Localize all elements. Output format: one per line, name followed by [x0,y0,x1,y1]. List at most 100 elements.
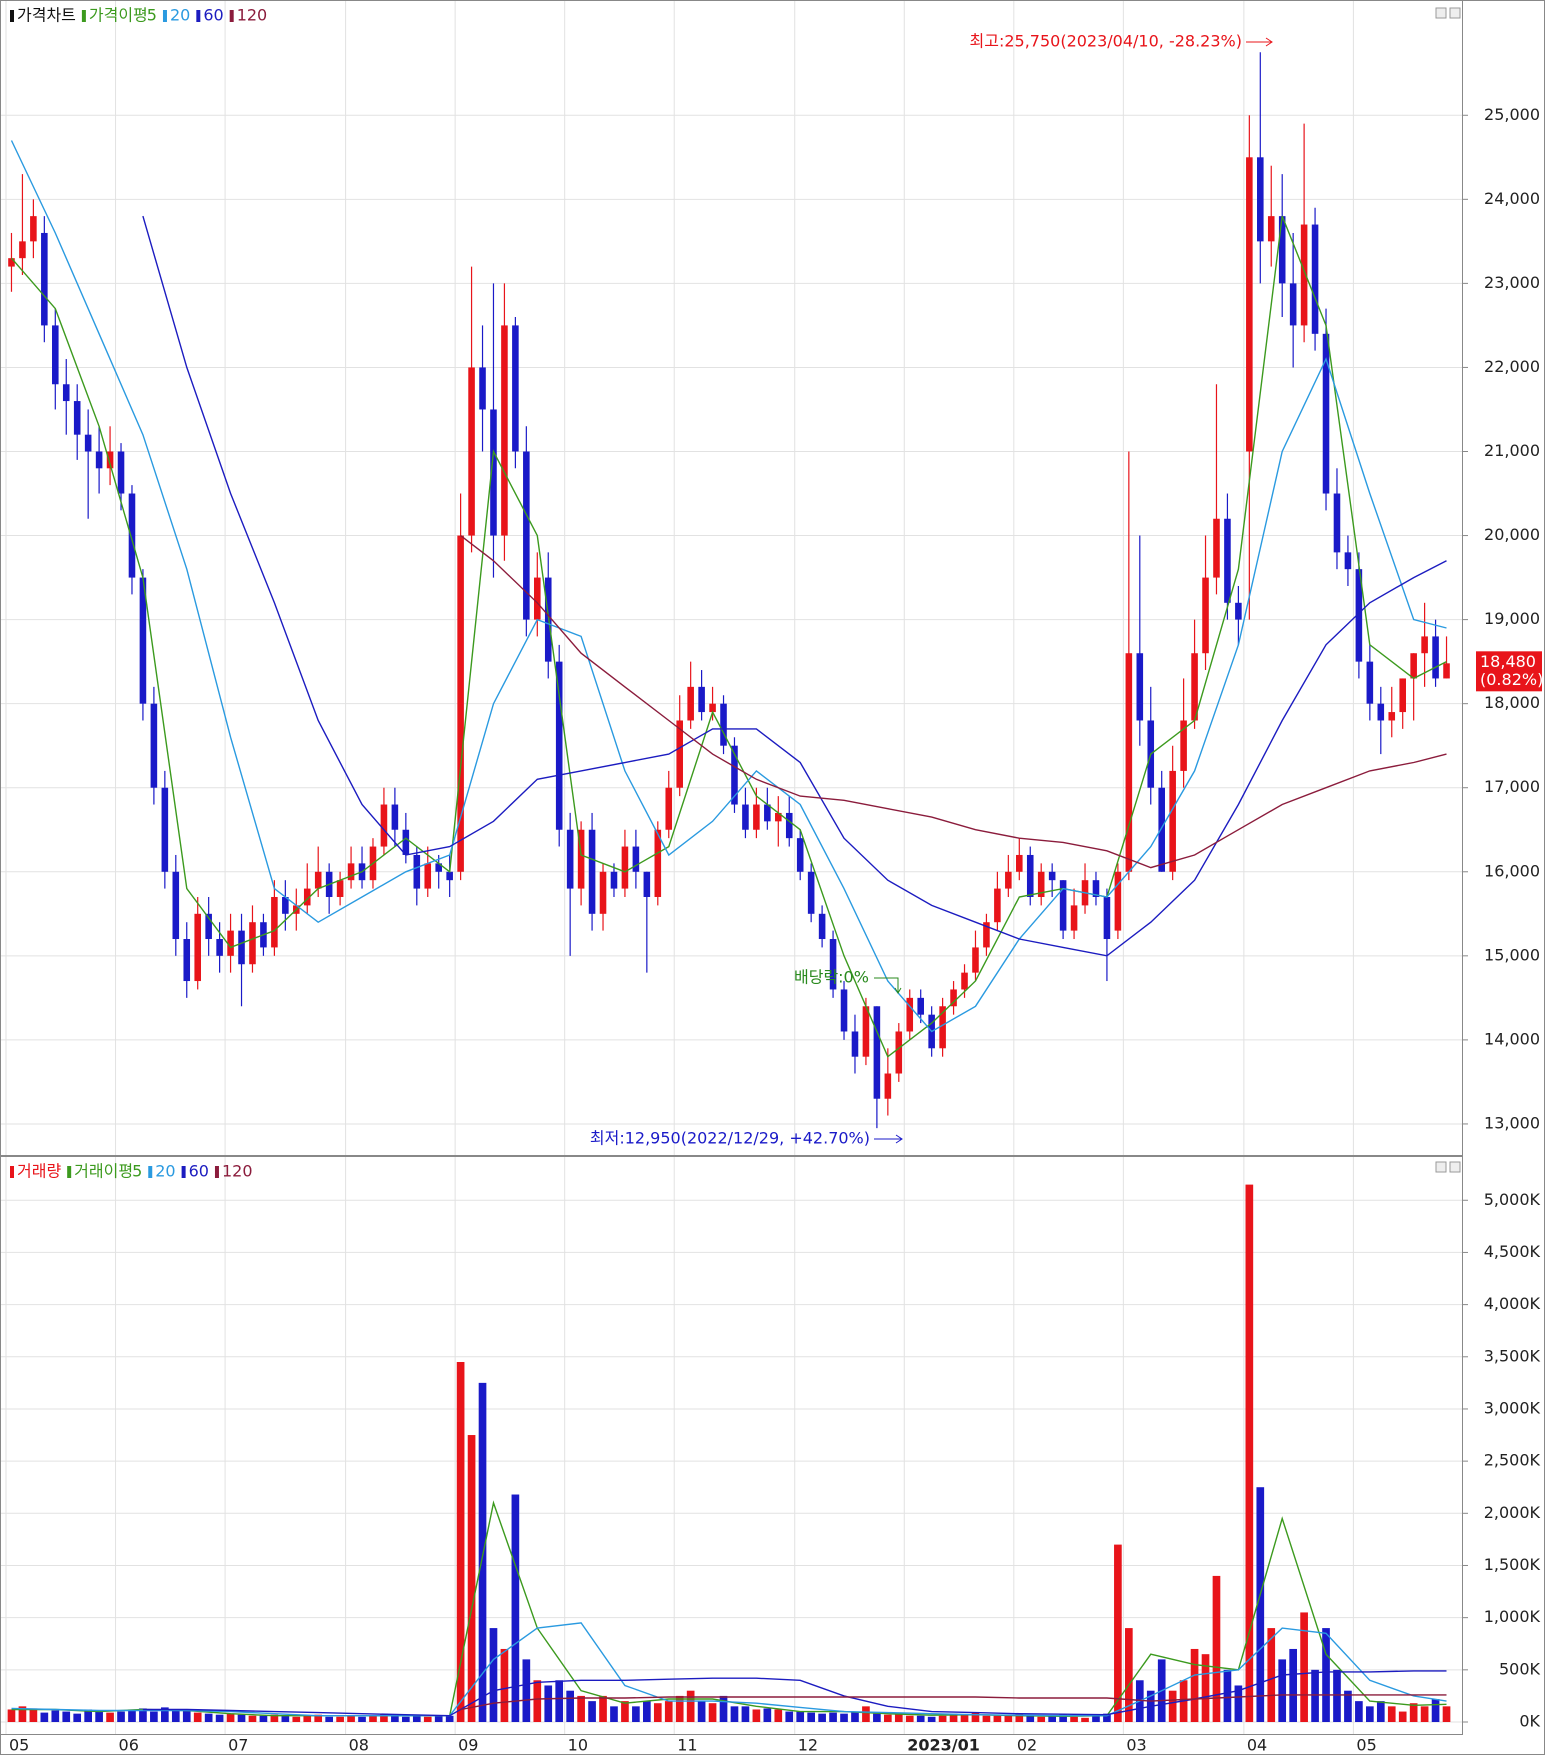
candle-body [512,325,519,452]
volume-bar [697,1701,706,1722]
candle-body [1016,854,1023,872]
legend-label[interactable]: 거래량 [17,1162,61,1181]
legend-label[interactable]: 5 [147,6,157,25]
legend-swatch[interactable] [67,1166,72,1178]
candle-body [468,367,475,536]
volume-bar [1234,1685,1243,1722]
x-tick-label: 08 [349,1736,369,1755]
legend-label[interactable]: 20 [170,6,190,25]
candle-body [457,535,464,872]
candle-body [30,216,37,242]
candle-body [84,434,92,452]
candle-body [117,451,125,494]
volume-bar [1245,1184,1254,1722]
volume-bar [226,1713,235,1722]
candle-body [1169,770,1176,872]
legend-swatch[interactable] [196,10,201,22]
volume-bar [1376,1701,1385,1722]
y-tick-label: 15,000 [1484,945,1540,964]
legend-label[interactable]: 가격이평 [89,6,148,25]
volume-bar [916,1715,925,1722]
candle-body [1136,653,1144,721]
candle-body [1432,636,1439,679]
legend-label[interactable]: 120 [222,1162,253,1181]
candle-body [52,325,59,385]
moving-average [142,215,1447,957]
candle-body [555,661,563,830]
candle-body [1421,636,1428,654]
candle-body [172,871,180,940]
x-tick-label: 02 [1017,1736,1037,1755]
volume-bar [380,1713,388,1722]
volume-bar [215,1714,224,1722]
volume-bar [566,1690,574,1722]
volume-bar [193,1712,202,1722]
volume-bar [347,1715,355,1722]
legend-label[interactable]: 60 [189,1162,209,1181]
candle-body [632,846,640,872]
volume-bar [763,1708,772,1722]
candle-body [1213,518,1220,578]
candle-body [698,686,705,713]
x-tick-label: 2023/01 [907,1736,980,1755]
volume-bar [621,1701,629,1722]
legend-swatch[interactable] [162,10,167,22]
legend-swatch[interactable] [229,10,234,22]
volume-bar [829,1712,837,1722]
legend-swatch[interactable] [10,10,14,22]
candle-body [479,367,486,410]
legend-label[interactable]: 가격차트 [17,6,76,25]
candle-body [336,880,344,897]
volume-bar [358,1716,366,1722]
volume-bar [785,1711,794,1722]
candle-body [972,947,979,973]
volume-bar [533,1680,542,1722]
y-tick-label: 3,500K [1484,1346,1541,1365]
candle-body [1180,720,1187,771]
legend-swatch[interactable] [181,1166,186,1178]
volume-bar [1409,1703,1418,1722]
moving-average [460,535,1447,869]
candle-body [1125,653,1133,872]
candle-body [238,930,245,965]
volume-bar [456,1362,465,1722]
candle-body [490,409,497,536]
y-tick-label: 14,000 [1484,1029,1540,1048]
volume-bar [971,1712,980,1722]
y-tick-label: 24,000 [1484,189,1540,208]
legend-swatch[interactable] [214,1166,219,1178]
legend-label[interactable]: 20 [155,1162,175,1181]
legend-swatch[interactable] [81,10,86,22]
volume-bar [862,1706,870,1722]
legend-label[interactable]: 120 [237,6,268,25]
volume-bar [467,1435,476,1722]
volume-bar [95,1711,103,1722]
candle-body [665,787,673,830]
volume-bar [1311,1669,1319,1722]
volume-bar [259,1715,268,1722]
volume-bar [1190,1648,1199,1722]
volume-bar [182,1710,191,1722]
volume-bar [1322,1628,1330,1722]
volume-bar [161,1707,169,1722]
candle-body [1410,653,1417,679]
candle-body [1005,871,1012,889]
panel-frame [0,1156,1463,1735]
legend-swatch[interactable] [10,1166,14,1178]
legend-label[interactable]: 거래이평 [74,1162,133,1181]
candle-body [1224,518,1231,603]
volume-bar [675,1695,684,1722]
window-buttons[interactable] [1435,7,1461,1173]
volume-bar [1256,1487,1265,1722]
annotation-arrow [874,977,902,994]
annotation-arrow [874,1134,903,1144]
candle-body [1235,602,1242,620]
candle-body [1114,871,1122,931]
legend-label[interactable]: 5 [132,1162,142,1181]
volume-bar [938,1715,947,1722]
volume-bar [1344,1690,1352,1722]
legend-swatch[interactable] [148,1166,153,1178]
volume-bar [303,1715,312,1722]
x-tick-label: 03 [1126,1736,1146,1755]
legend-label[interactable]: 60 [203,6,223,25]
